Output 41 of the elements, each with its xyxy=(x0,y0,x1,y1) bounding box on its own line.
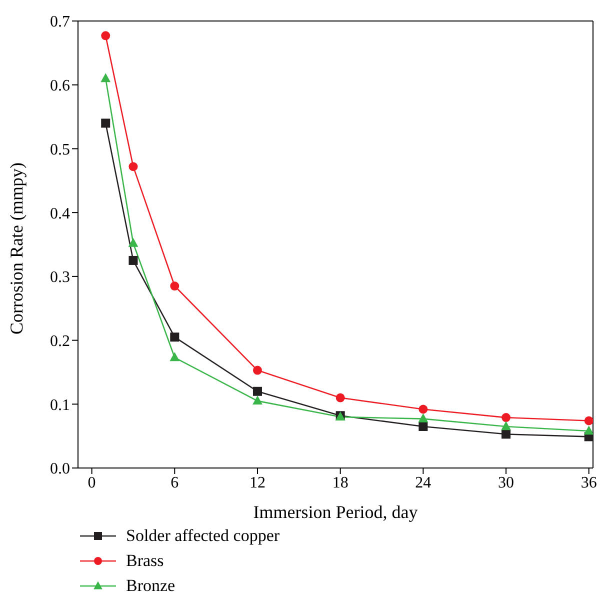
x-tick-label: 6 xyxy=(170,474,179,492)
x-tick-label: 24 xyxy=(415,474,432,492)
point xyxy=(252,396,262,405)
point xyxy=(418,422,428,431)
y-tick-label: 0.4 xyxy=(50,205,70,222)
x-tick-label: 12 xyxy=(249,474,266,492)
point xyxy=(100,73,111,82)
point xyxy=(501,421,511,430)
y-tick-label: 0.7 xyxy=(50,14,70,31)
point xyxy=(252,386,262,396)
x-axis-title: Immersion Period, day xyxy=(253,502,418,522)
y-tick-label: 0.6 xyxy=(50,78,70,95)
point xyxy=(101,31,110,40)
y-axis-title: Corrosion Rate (mmpy) xyxy=(6,162,26,334)
point xyxy=(101,118,110,128)
y-tick-label: 0.2 xyxy=(50,332,70,350)
point xyxy=(502,413,511,422)
point xyxy=(418,413,428,422)
x-tick-label: 36 xyxy=(580,474,597,492)
x-tick-label: 18 xyxy=(332,474,348,492)
y-tick-label: 0.0 xyxy=(50,460,70,478)
point xyxy=(584,426,593,435)
point xyxy=(128,162,138,172)
point xyxy=(502,430,511,439)
legend-label: Brass xyxy=(126,550,164,570)
point xyxy=(170,332,180,342)
y-tick-label: 0.5 xyxy=(50,141,70,158)
point xyxy=(128,256,138,265)
x-tick-label: 30 xyxy=(498,474,514,492)
legend-label: Solder affected copper xyxy=(126,526,280,546)
point xyxy=(170,352,180,362)
point xyxy=(584,416,593,426)
point xyxy=(252,366,262,375)
point xyxy=(170,282,180,291)
point xyxy=(418,404,428,414)
y-tick-label: 0.3 xyxy=(50,269,70,286)
x-tick-label: 0 xyxy=(88,474,96,492)
point xyxy=(336,393,345,402)
y-tick-label: 0.1 xyxy=(50,396,70,414)
point xyxy=(128,238,138,247)
legend-label: Bronze xyxy=(126,576,176,596)
